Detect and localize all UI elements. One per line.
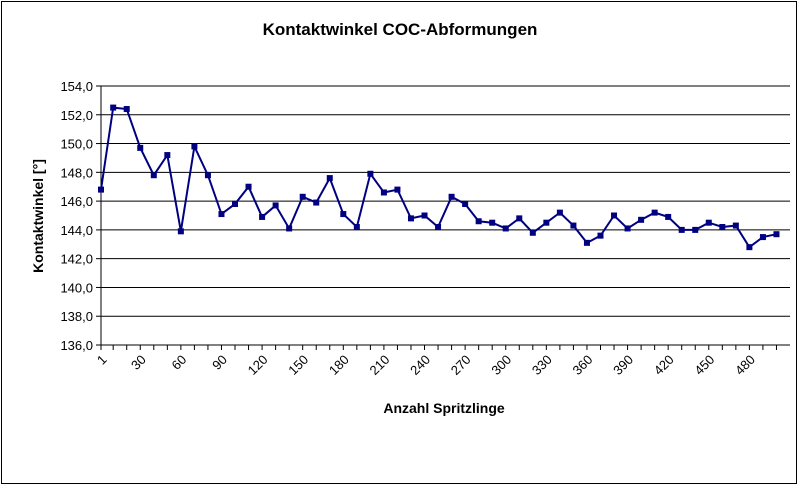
data-point xyxy=(380,189,387,196)
data-point xyxy=(516,215,523,222)
y-tick-label: 138,0 xyxy=(60,309,93,324)
data-point xyxy=(340,211,347,218)
data-point xyxy=(556,209,563,216)
data-point xyxy=(98,186,104,193)
data-point xyxy=(421,212,428,219)
data-series xyxy=(98,104,780,251)
x-tick-label: 90 xyxy=(209,352,230,373)
data-point xyxy=(719,224,726,231)
x-tick-label: 390 xyxy=(610,352,636,378)
x-tick-label: 420 xyxy=(651,352,677,378)
data-point xyxy=(570,222,577,229)
x-axis-label: Anzahl Spritzlinge xyxy=(383,400,505,416)
chart-title: Kontaktwinkel COC-Abformungen xyxy=(262,20,538,39)
y-tick-label: 136,0 xyxy=(60,338,93,353)
data-point xyxy=(353,224,360,231)
x-tick-label: 120 xyxy=(245,352,271,378)
data-point xyxy=(177,228,184,235)
data-point xyxy=(435,224,442,231)
data-point xyxy=(110,104,117,111)
y-tick-label: 140,0 xyxy=(60,280,93,295)
x-tick-label: 300 xyxy=(488,352,514,378)
data-point xyxy=(597,232,604,239)
data-point xyxy=(489,219,496,226)
x-tick-label: 360 xyxy=(570,352,596,378)
data-point xyxy=(705,219,712,226)
data-point xyxy=(773,231,780,238)
data-point xyxy=(624,225,631,232)
x-tick-label: 60 xyxy=(169,352,190,373)
data-point xyxy=(367,170,374,177)
data-point xyxy=(326,175,333,182)
data-point xyxy=(218,211,225,218)
data-point xyxy=(665,213,672,220)
x-tick-label: 480 xyxy=(732,352,758,378)
y-tick-label: 154,0 xyxy=(60,79,93,94)
data-point xyxy=(678,226,685,233)
data-point xyxy=(448,193,455,200)
data-point xyxy=(272,202,279,209)
data-point xyxy=(529,229,536,236)
data-point xyxy=(475,218,482,225)
x-tick-label: 1 xyxy=(94,352,110,368)
data-point xyxy=(123,106,130,113)
data-point xyxy=(286,225,293,232)
x-tick-label: 270 xyxy=(448,352,474,378)
x-tick-label: 150 xyxy=(285,352,311,378)
data-point xyxy=(502,225,509,232)
y-tick-label: 146,0 xyxy=(60,194,93,209)
x-tick-label: 30 xyxy=(128,352,149,373)
data-point xyxy=(611,212,618,219)
data-point xyxy=(583,239,590,246)
data-point xyxy=(394,186,401,193)
x-axis-ticks: 1 30 60 90 120 150 180 210 240 270 300 330 360 390 420… xyxy=(94,345,777,378)
y-tick-label: 150,0 xyxy=(60,137,93,152)
data-point xyxy=(232,200,239,207)
data-point xyxy=(638,216,645,223)
data-point xyxy=(732,222,739,229)
data-point xyxy=(164,152,171,159)
x-tick-label: 450 xyxy=(691,352,717,378)
data-point xyxy=(651,209,658,216)
data-point xyxy=(191,143,198,150)
data-point xyxy=(313,199,320,206)
data-point xyxy=(150,172,157,179)
y-axis-ticks: 136,0 138,0 140,0 142,0 144,0 146,0 148,0 150,0… xyxy=(60,79,101,353)
data-point xyxy=(245,183,252,190)
axes xyxy=(100,86,790,346)
y-tick-label: 142,0 xyxy=(60,252,93,267)
data-point xyxy=(137,144,144,151)
y-tick-label: 148,0 xyxy=(60,165,93,180)
data-point xyxy=(692,226,699,233)
data-point xyxy=(407,215,414,222)
y-tick-label: 152,0 xyxy=(60,108,93,123)
data-point xyxy=(543,219,550,226)
grid-lines xyxy=(101,85,790,346)
data-point xyxy=(299,193,306,200)
data-point xyxy=(746,244,753,251)
x-tick-label: 240 xyxy=(407,352,433,378)
x-tick-label: 330 xyxy=(529,352,555,378)
data-point xyxy=(204,172,211,179)
data-point xyxy=(759,234,766,241)
data-point xyxy=(462,200,469,207)
x-tick-label: 180 xyxy=(326,352,352,378)
data-point xyxy=(259,213,266,220)
x-tick-label: 210 xyxy=(367,352,393,378)
y-tick-label: 144,0 xyxy=(60,223,93,238)
